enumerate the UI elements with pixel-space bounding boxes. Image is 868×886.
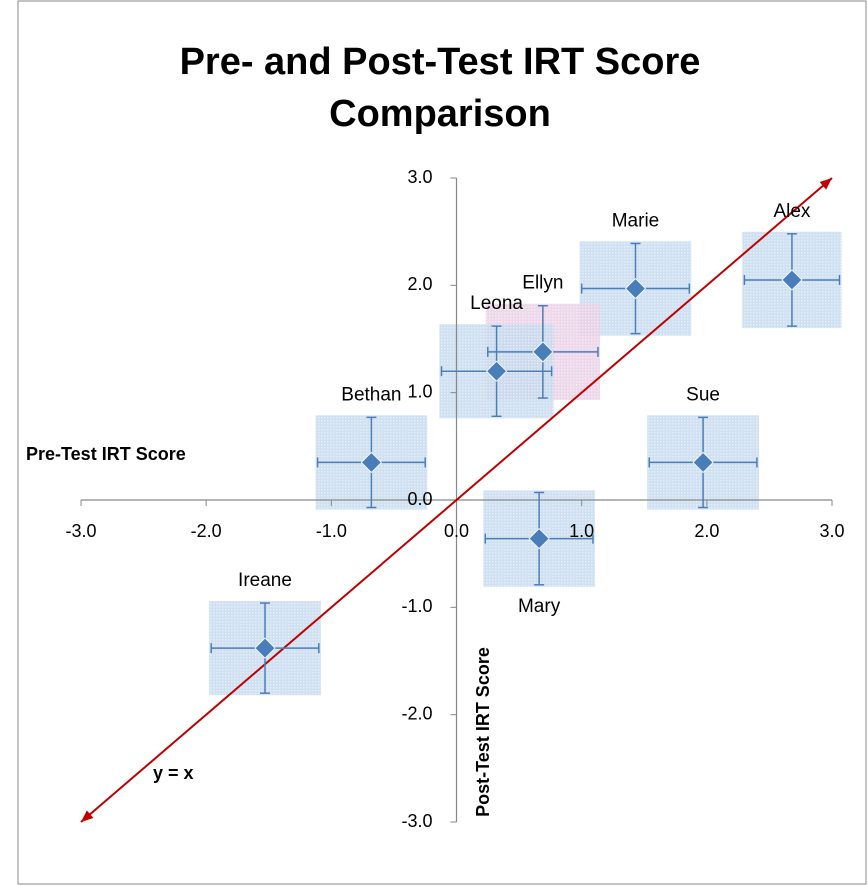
point-label: Marie <box>612 210 660 231</box>
x-tick-label: 3.0 <box>819 521 844 541</box>
point <box>781 269 803 291</box>
point-label: Sue <box>686 384 720 405</box>
point <box>692 451 714 473</box>
x-tick-label: 0.0 <box>444 521 469 541</box>
point-label: Bethan <box>341 384 401 405</box>
point-label: Ellyn <box>522 273 563 294</box>
point <box>254 637 276 659</box>
y-axis-title: Post-Test IRT Score <box>473 647 493 817</box>
x-tick-label: -3.0 <box>65 521 96 541</box>
arrow-head <box>81 810 94 822</box>
point <box>532 341 554 363</box>
y-tick-label: 2.0 <box>407 274 432 294</box>
x-tick-label: 1.0 <box>569 521 594 541</box>
point-label: Alex <box>773 201 810 222</box>
y-tick-label: -3.0 <box>401 811 432 831</box>
y-tick-label: -2.0 <box>401 703 432 723</box>
chart-title: Comparison <box>329 93 551 135</box>
point <box>485 360 508 382</box>
x-tick-label: -1.0 <box>316 521 347 541</box>
point <box>360 451 382 473</box>
y-tick-label: 3.0 <box>407 167 432 187</box>
point-label: Mary <box>518 596 561 617</box>
chart-title: Pre- and Post-Test IRT Score <box>180 41 701 83</box>
y-tick-label: 1.0 <box>407 381 432 401</box>
reference-line <box>80 177 833 823</box>
point-label: Leona <box>470 293 523 314</box>
x-tick-label: 2.0 <box>694 521 719 541</box>
y-tick-label: 0.0 <box>407 489 432 509</box>
reference-line-label: y = x <box>153 763 194 783</box>
point-label: Ireane <box>238 570 292 591</box>
x-tick-label: -2.0 <box>191 521 222 541</box>
point <box>624 277 647 300</box>
y-tick-label: -1.0 <box>401 596 432 616</box>
point <box>528 528 550 550</box>
x-axis-title: Pre-Test IRT Score <box>26 444 186 464</box>
arrow-head <box>819 178 832 190</box>
